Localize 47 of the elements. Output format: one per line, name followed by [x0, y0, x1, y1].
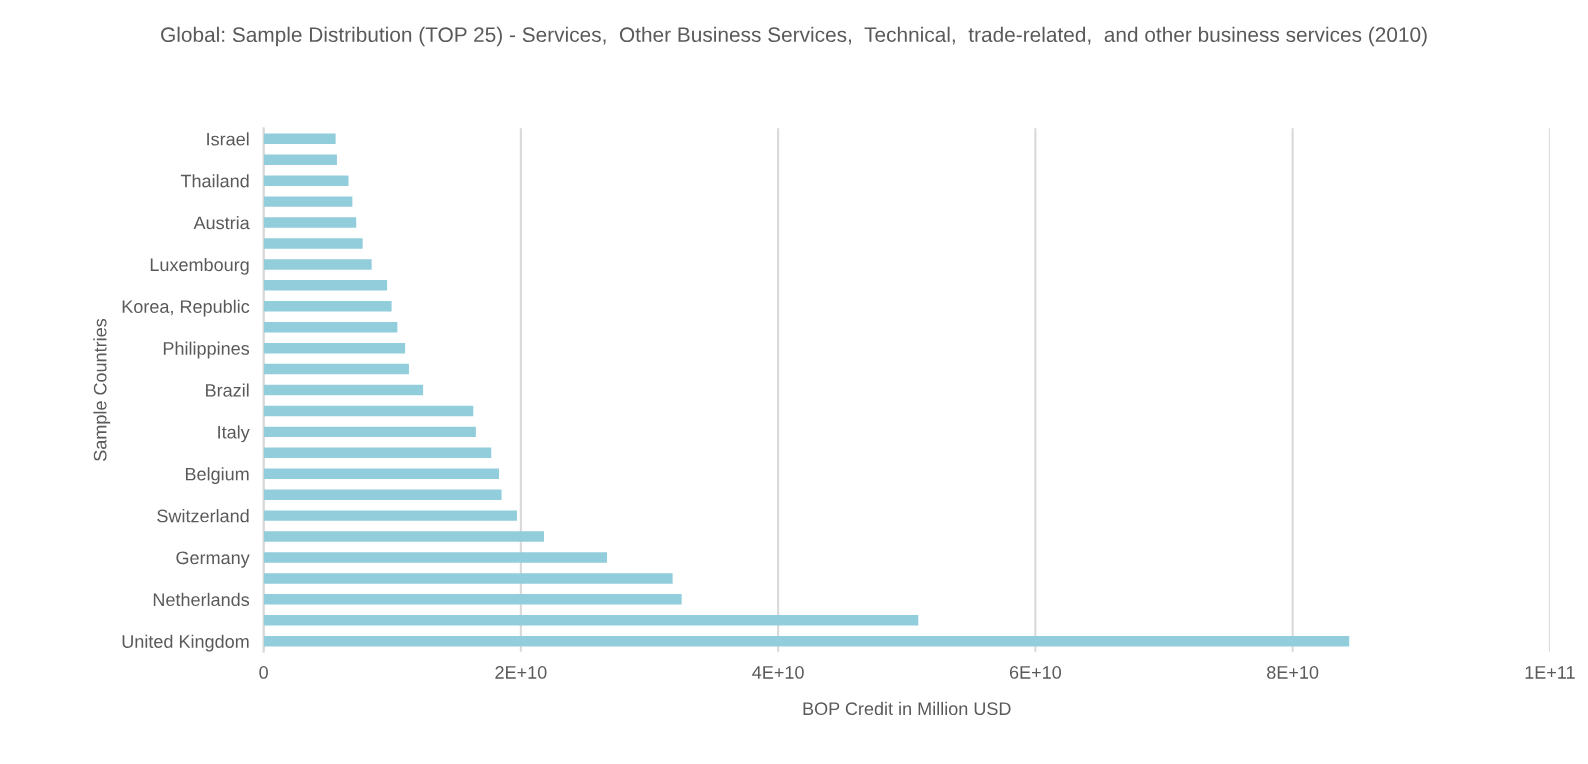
- y-tick-label: Korea, Republic: [122, 299, 250, 317]
- x-axis-title: BOP Credit in Million USD: [803, 701, 1011, 716]
- bar: [263, 552, 608, 563]
- chart-title: Global: Sample Distribution (TOP 25) - Services, Other Business Services, Technical, trade-related, and other business services (2010): [161, 26, 1427, 47]
- y-tick-label: Belgium: [185, 467, 249, 485]
- bar: [263, 468, 499, 479]
- x-tick-label: 1E+11: [1525, 666, 1575, 679]
- bar: [263, 238, 363, 249]
- bar: [263, 426, 476, 438]
- bar: [263, 196, 353, 207]
- bar: [263, 615, 919, 626]
- bar: [263, 342, 406, 354]
- bar: [263, 321, 398, 333]
- bar: [263, 510, 518, 521]
- bar: [263, 280, 388, 291]
- y-tick-label: Switzerland: [157, 509, 249, 523]
- bar: [263, 447, 492, 459]
- y-tick-label: Austria: [193, 216, 250, 230]
- y-tick-label: Germany: [176, 551, 250, 568]
- y-tick-label: Luxembourg: [150, 257, 249, 275]
- bar: [263, 133, 336, 145]
- bar: [263, 489, 502, 500]
- bar: [263, 635, 1350, 647]
- y-tick-label: United Kingdom: [122, 634, 249, 652]
- bar: [263, 405, 474, 417]
- bar: [263, 217, 357, 228]
- x-tick-label: 4E+10: [752, 666, 804, 679]
- y-axis-title: Sample Countries: [93, 318, 111, 461]
- x-tick-label: 0: [259, 666, 268, 679]
- y-tick-label: Philippines: [163, 341, 250, 359]
- bar: [263, 531, 545, 542]
- x-tick-label: 8E+10: [1267, 666, 1319, 679]
- y-tick-label: Netherlands: [153, 592, 250, 607]
- bar: [263, 175, 349, 186]
- bar: [263, 384, 424, 396]
- y-tick-label: Israel: [207, 132, 249, 146]
- bar: [263, 573, 673, 584]
- bar: [263, 363, 409, 375]
- y-tick-label: Brazil: [206, 383, 249, 397]
- bar: [263, 154, 337, 165]
- y-tick-label: Italy: [218, 425, 250, 443]
- bar: [263, 301, 392, 312]
- y-tick-label: Thailand: [180, 174, 249, 188]
- x-tick-label: 2E+10: [495, 666, 547, 679]
- bar: [263, 594, 682, 605]
- x-tick-label: 6E+10: [1009, 666, 1062, 679]
- bar: [263, 259, 372, 270]
